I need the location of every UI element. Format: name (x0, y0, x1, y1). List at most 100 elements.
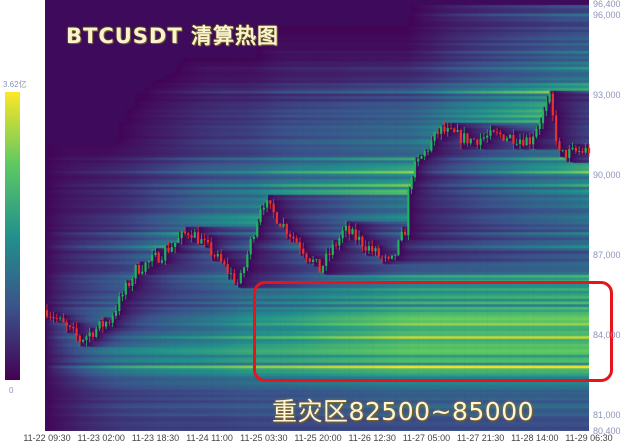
candle-body (532, 136, 535, 145)
candle-body (351, 229, 354, 235)
candle-body (295, 238, 298, 243)
candle-body (282, 224, 285, 227)
candle-body (246, 254, 249, 268)
candle-body (509, 134, 512, 139)
candle (377, 245, 380, 258)
candle (371, 240, 374, 256)
candle (190, 230, 193, 243)
candle-body (371, 246, 374, 252)
candle (236, 279, 239, 289)
candle-body (548, 93, 551, 103)
candle (302, 242, 305, 258)
candle (472, 137, 476, 140)
candle (256, 217, 259, 239)
candle-body (463, 133, 466, 143)
candle (443, 121, 446, 135)
candle-body (78, 335, 81, 342)
candle-body (380, 256, 384, 258)
candle-body (338, 238, 341, 246)
candle-body (397, 240, 400, 255)
candle (269, 200, 272, 209)
candle (147, 259, 150, 269)
candle (82, 338, 85, 344)
candle (325, 248, 328, 271)
x-tick-label: 11-27 21:30 (456, 433, 505, 443)
candle (72, 322, 75, 333)
candle (344, 220, 348, 238)
candle (456, 123, 459, 133)
candle-body (318, 259, 321, 273)
x-tick-label: 11-22 09:30 (23, 433, 71, 443)
candle-body (446, 127, 449, 132)
candle-body (49, 316, 52, 318)
candle-body (210, 242, 213, 256)
candle (216, 250, 219, 259)
candle (292, 232, 295, 244)
candle (233, 268, 236, 284)
candle (486, 129, 489, 143)
candle (308, 257, 311, 264)
candle-body (361, 236, 364, 247)
candle-body (515, 143, 518, 145)
candle-body (459, 130, 462, 143)
candle-body (262, 207, 265, 210)
candle (476, 138, 479, 149)
candle (515, 138, 518, 147)
candle (482, 132, 485, 142)
highlight-zone-box (253, 281, 613, 382)
candle-body (285, 224, 288, 235)
candle (374, 246, 377, 256)
candle (574, 144, 577, 154)
candle-body (59, 317, 62, 319)
x-tick-label: 11-29 06:30 (565, 433, 613, 443)
candle (587, 143, 591, 158)
candle-body (190, 235, 193, 238)
candle (348, 222, 351, 241)
candle-body (466, 133, 469, 144)
candle-body (223, 261, 226, 265)
candle-body (206, 239, 210, 243)
candle (203, 233, 206, 247)
candle-body (128, 282, 131, 286)
candle (197, 226, 200, 245)
candle-body (279, 223, 282, 227)
candle (492, 129, 495, 133)
candle (436, 126, 439, 139)
candle-body (265, 200, 269, 208)
candle-body (394, 254, 397, 256)
candle (193, 228, 196, 238)
candle (502, 134, 505, 142)
candle-body (476, 139, 479, 145)
candle (200, 233, 203, 244)
candle-body (144, 262, 147, 272)
candle-body (45, 310, 49, 317)
candle-body (505, 138, 508, 141)
candle-body (95, 328, 98, 337)
candle (505, 135, 508, 143)
candle (68, 324, 72, 331)
candle-body (479, 138, 482, 145)
candle (489, 125, 492, 140)
candle-body (197, 232, 200, 244)
candle (121, 291, 124, 301)
candle-body (108, 321, 111, 323)
candle (512, 129, 515, 150)
candle-body (180, 231, 183, 238)
candle (311, 256, 315, 266)
candle-body (489, 130, 492, 136)
candle-body (85, 336, 88, 340)
candle (305, 252, 308, 263)
candle-body (344, 226, 348, 231)
candle (223, 258, 226, 266)
candle-body (308, 258, 311, 262)
candle-body (164, 247, 167, 261)
candle-body (377, 248, 380, 257)
candle-body (453, 128, 456, 133)
candle-body (98, 321, 101, 329)
candle-body (436, 132, 439, 134)
candle (226, 257, 229, 281)
candle-body (512, 134, 515, 144)
candle (413, 157, 417, 182)
candle-body (82, 339, 85, 342)
candle (114, 304, 118, 319)
